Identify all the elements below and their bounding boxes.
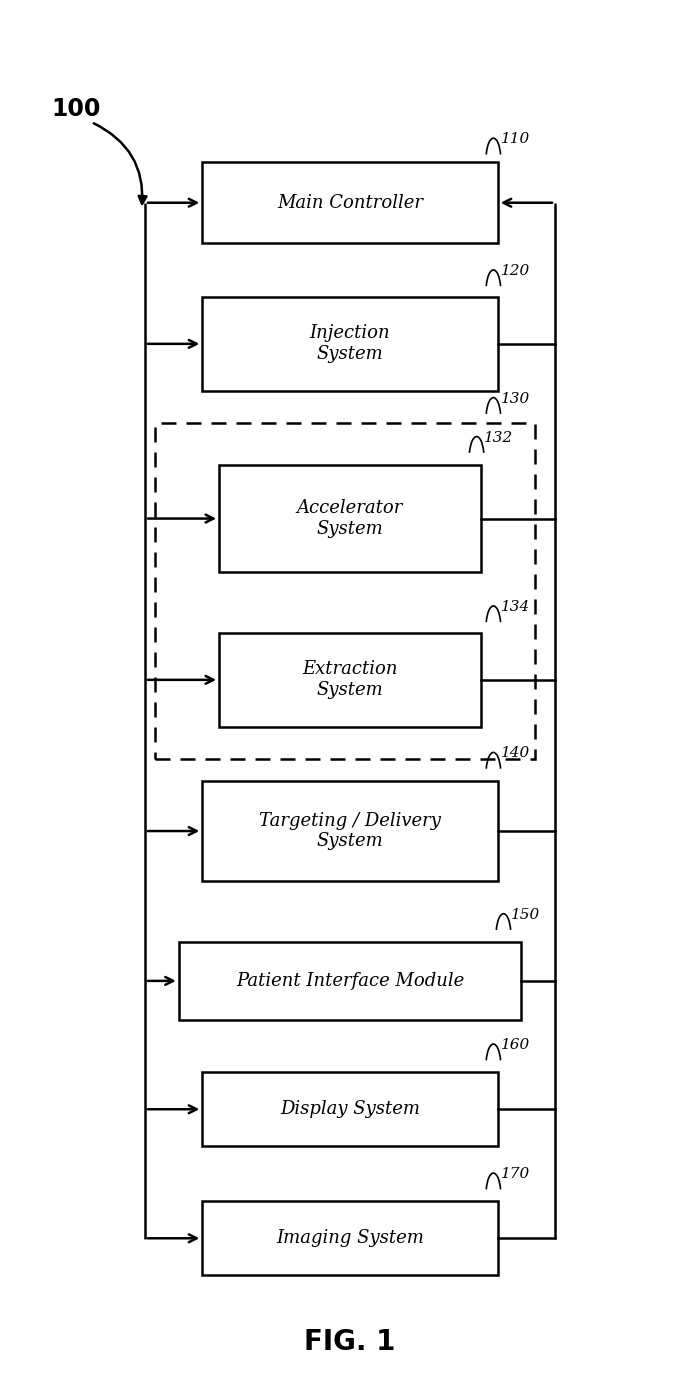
Text: Display System: Display System	[280, 1100, 420, 1119]
Text: 170: 170	[501, 1168, 531, 1182]
Text: 110: 110	[501, 132, 531, 146]
Text: Patient Interface Module: Patient Interface Module	[236, 972, 464, 990]
Text: 134: 134	[501, 601, 531, 615]
Bar	[155, 423, 535, 759]
Text: 140: 140	[501, 746, 531, 760]
Text: Main Controller: Main Controller	[277, 193, 423, 211]
Bar	[219, 633, 481, 727]
Text: Accelerator
System: Accelerator System	[297, 500, 403, 538]
Text: 150: 150	[511, 907, 540, 921]
Text: 120: 120	[501, 265, 531, 279]
Text: FIG. 1: FIG. 1	[304, 1329, 395, 1357]
Text: 132: 132	[484, 431, 514, 445]
Text: 130: 130	[501, 392, 531, 406]
Bar	[219, 465, 481, 573]
Bar	[202, 1201, 498, 1275]
Bar	[178, 942, 522, 1019]
Bar	[202, 162, 498, 244]
Text: Imaging System: Imaging System	[276, 1229, 424, 1247]
Text: Injection
System: Injection System	[309, 325, 391, 363]
Bar	[202, 297, 498, 391]
Bar	[202, 781, 498, 882]
Text: Targeting / Delivery
System: Targeting / Delivery System	[259, 812, 441, 850]
Text: Extraction
System: Extraction System	[302, 661, 398, 699]
Bar	[202, 1072, 498, 1147]
Text: 100: 100	[51, 97, 100, 120]
Text: 160: 160	[501, 1039, 531, 1053]
